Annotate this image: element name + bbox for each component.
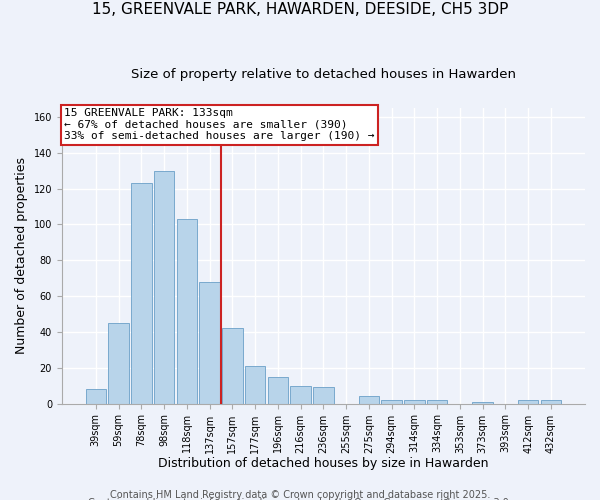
Bar — [222, 328, 242, 404]
Bar — [86, 390, 106, 404]
Bar — [518, 400, 538, 404]
Y-axis label: Number of detached properties: Number of detached properties — [15, 158, 28, 354]
Bar — [176, 219, 197, 404]
Bar — [359, 396, 379, 404]
Text: 15 GREENVALE PARK: 133sqm
← 67% of detached houses are smaller (390)
33% of semi: 15 GREENVALE PARK: 133sqm ← 67% of detac… — [64, 108, 375, 142]
Bar — [472, 402, 493, 404]
Bar — [427, 400, 448, 404]
Bar — [199, 282, 220, 404]
Bar — [154, 170, 175, 404]
Bar — [245, 366, 265, 404]
Text: 15, GREENVALE PARK, HAWARDEN, DEESIDE, CH5 3DP: 15, GREENVALE PARK, HAWARDEN, DEESIDE, C… — [92, 2, 508, 18]
Title: Size of property relative to detached houses in Hawarden: Size of property relative to detached ho… — [131, 68, 516, 80]
Bar — [109, 323, 129, 404]
Bar — [131, 184, 152, 404]
Bar — [404, 400, 425, 404]
Bar — [290, 386, 311, 404]
Bar — [382, 400, 402, 404]
Text: Contains public sector information licensed under the Open Government Licence v3: Contains public sector information licen… — [88, 498, 512, 500]
Text: Contains HM Land Registry data © Crown copyright and database right 2025.: Contains HM Land Registry data © Crown c… — [110, 490, 490, 500]
Bar — [268, 376, 288, 404]
Bar — [313, 388, 334, 404]
X-axis label: Distribution of detached houses by size in Hawarden: Distribution of detached houses by size … — [158, 457, 488, 470]
Bar — [541, 400, 561, 404]
